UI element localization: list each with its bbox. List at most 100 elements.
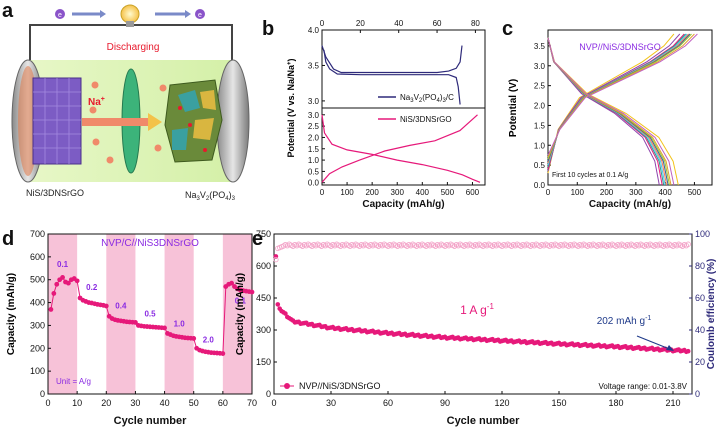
rate-point (51, 291, 57, 296)
y-right-tick-label: 40 (695, 325, 705, 335)
x-tick-label: 10 (72, 398, 82, 408)
top-x-tick-label: 80 (471, 19, 480, 28)
y-tick-label: 0 (266, 389, 271, 399)
discharge-curve-9 (547, 37, 675, 186)
d-title: NVP/C//NiS3DNSrGO (101, 238, 199, 249)
d-unit-note: Unit = A/g (56, 377, 91, 386)
panel-c-chart: 0 100 200 300 400 500 0.0 0.5 1.0 1.5 2.0 2.5 3.0 3.5… (508, 29, 713, 210)
y-tick-label: 300 (256, 325, 271, 335)
top-y-tick-label: 3.0 (308, 97, 320, 106)
nvp-curve-0 (321, 45, 463, 74)
y-right-tick-label: 60 (695, 293, 705, 303)
x-tick-label: 30 (130, 398, 140, 408)
e-legend-label: NVP//NiS/3DNSrGO (299, 381, 381, 391)
charge-curve-8 (547, 33, 695, 158)
y-tick-label: 2.5 (534, 82, 546, 91)
x-tick-label: 20 (101, 398, 111, 408)
nis-curve-1 (321, 114, 478, 183)
y-tick-label: 100 (30, 366, 45, 376)
y-tick-label: 600 (30, 252, 45, 262)
x-tick-label: 0 (271, 398, 276, 408)
panel-b-chart: 0 20 40 60 80 3.0 3.5 4.0 Na3V2(PO4)3/C 0 100 200 30… (286, 19, 486, 210)
panel-e-chart: 0 30 60 90 120 150 180 210 0 150 300 450 600 750 0 20 40… (235, 229, 717, 427)
x-tick-label: 300 (629, 188, 643, 197)
x-tick-label: 90 (440, 398, 450, 408)
e-voltage-note: Voltage range: 0.01-3.8V (598, 382, 687, 391)
top-x-tick-label: 20 (356, 19, 365, 28)
panel-c-letter: c (502, 18, 514, 40)
c-x-axis-label: Capacity (mAh/g) (589, 199, 671, 210)
plot-frame (47, 233, 253, 395)
x-tick-label: 60 (218, 398, 228, 408)
rate-point (229, 280, 235, 286)
y-right-tick-label: 20 (695, 357, 705, 367)
panel-b-letter: b (262, 18, 275, 40)
top-x-tick-label: 0 (320, 19, 325, 28)
y-right-tick-label: 80 (695, 261, 705, 271)
b-y-axis-label: Potential (V vs. Na/Na+) (286, 58, 296, 157)
bottom-x-tick-label: 600 (466, 188, 480, 197)
x-tick-label: 60 (383, 398, 393, 408)
top-x-tick-label: 60 (433, 19, 442, 28)
capacity-point (685, 348, 691, 354)
bottom-x-tick-label: 200 (365, 188, 379, 197)
rate-point (103, 303, 109, 309)
plot-frame (273, 233, 693, 395)
e-x-axis-label: Cycle number (447, 415, 520, 427)
e-rate-note: 1 A g-1 (460, 302, 494, 317)
sodium-ion-icon (89, 81, 167, 164)
panel-a-schematic: e e Discharging Na+ NiS/3DNSrGO Na3V2(PO… (11, 4, 250, 202)
panel-a-letter: a (2, 0, 14, 22)
y-tick-label: 750 (256, 229, 271, 239)
y-tick-label: 400 (30, 298, 45, 308)
c-title: NVP//NiS/3DNSrGO (579, 42, 661, 52)
discharge-curve-7 (547, 37, 670, 186)
rate-label-6: 0.1 (235, 297, 247, 306)
rate-label-0: 0.1 (57, 260, 69, 269)
x-tick-label: 40 (160, 398, 170, 408)
y-tick-label: 450 (256, 293, 271, 303)
rate-band-3 (222, 234, 252, 394)
charge-curve-0 (547, 33, 675, 174)
y-tick-label: 600 (256, 261, 271, 271)
svg-text:e: e (198, 12, 202, 19)
rate-band-0 (48, 234, 78, 394)
rate-label-5: 2.0 (203, 336, 215, 345)
bottom-x-tick-label: 300 (391, 188, 405, 197)
charge-curve-9 (547, 33, 698, 156)
bottom-y-tick-label: 1.0 (308, 156, 320, 165)
cathode-crystal (164, 79, 223, 163)
y-tick-label: 150 (256, 357, 271, 367)
svg-text:e: e (58, 12, 62, 19)
nis-curve-0 (321, 114, 481, 183)
y-tick-label: 700 (30, 229, 45, 239)
y-tick-label: 200 (30, 343, 45, 353)
x-tick-label: 500 (688, 188, 702, 197)
rate-label-3: 0.5 (144, 309, 156, 318)
cathode-label: Na3V2(PO4)3 (185, 190, 236, 202)
x-tick-label: 400 (658, 188, 672, 197)
d-y-axis-label: Capacity (mAh/g) (6, 273, 17, 355)
bottom-x-tick-label: 0 (320, 188, 325, 197)
na-ion-label: Na+ (88, 96, 105, 108)
x-tick-label: 50 (189, 398, 199, 408)
rate-label-1: 0.2 (86, 283, 98, 292)
rate-point (74, 278, 80, 284)
c-note: First 10 cycles at 0.1 A/g (552, 172, 628, 179)
rate-band-1 (106, 234, 136, 394)
x-tick-label: 120 (494, 398, 509, 408)
y-tick-label: 3.0 (534, 62, 546, 71)
y-right-tick-label: 0 (695, 389, 700, 399)
light-bulb-icon (120, 4, 140, 27)
y-tick-label: 0.5 (534, 161, 546, 170)
bottom-y-tick-label: 0.0 (308, 179, 320, 188)
bottom-x-tick-label: 100 (340, 188, 354, 197)
y-tick-label: 0 (40, 389, 45, 399)
bottom-x-tick-label: 500 (441, 188, 455, 197)
x-tick-label: 180 (608, 398, 623, 408)
rate-point (48, 307, 54, 312)
x-tick-label: 200 (600, 188, 614, 197)
e-y-axis-label: Capacity (mAh/g) (235, 273, 246, 355)
rate-point (66, 280, 71, 286)
bottom-y-tick-label: 0.5 (308, 167, 320, 176)
